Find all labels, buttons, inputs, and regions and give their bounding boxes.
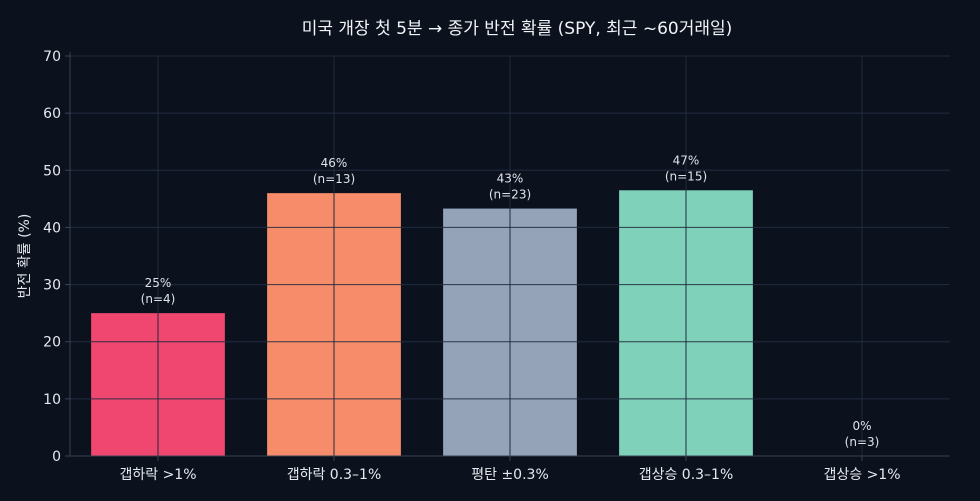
x-tick-label: 갭상승 >1% xyxy=(823,467,900,483)
y-tick-label: 70 xyxy=(43,49,61,65)
data-labels: 25% (n=4) 46% (n=13) 43% (n=23) 47% (n=15) 0% (n=… xyxy=(141,153,880,449)
y-tick-label: 30 xyxy=(43,278,61,294)
bar-sample-size-label: (n=4) xyxy=(141,292,176,306)
bar-value-label: 46% xyxy=(321,156,348,170)
x-tick-label: 갭하락 0.3–1% xyxy=(287,467,382,483)
y-tick-label: 60 xyxy=(43,106,61,122)
y-tick-label: 10 xyxy=(43,392,61,408)
y-tick-label: 50 xyxy=(43,163,61,179)
axes: 0 10 20 30 40 50 60 70 갭하락 >1% 갭하락 0.3–1% 평탄 ±0.3%… xyxy=(43,49,950,483)
bar-sample-size-label: (n=23) xyxy=(489,188,531,202)
bar-value-label: 47% xyxy=(673,153,700,167)
y-tick-label: 20 xyxy=(43,335,61,351)
chart-title: 미국 개장 첫 5분 → 종가 반전 확률 (SPY, 최근 ~60거래일) xyxy=(302,19,733,39)
x-tick-label: 갭상승 0.3–1% xyxy=(639,467,734,483)
bar-value-label: 0% xyxy=(852,419,871,433)
bar-sample-size-label: (n=3) xyxy=(845,435,880,449)
y-tick-label: 0 xyxy=(52,449,61,465)
bar-sample-size-label: (n=15) xyxy=(665,169,707,183)
x-tick-label: 평탄 ±0.3% xyxy=(471,467,549,483)
y-axis-label: 반전 확률 (%) xyxy=(17,214,33,299)
bar-sample-size-label: (n=13) xyxy=(313,172,355,186)
bar-value-label: 25% xyxy=(145,276,172,290)
x-tick-label: 갭하락 >1% xyxy=(119,467,196,483)
y-tick-label: 40 xyxy=(43,220,61,236)
bar-value-label: 43% xyxy=(497,172,524,186)
